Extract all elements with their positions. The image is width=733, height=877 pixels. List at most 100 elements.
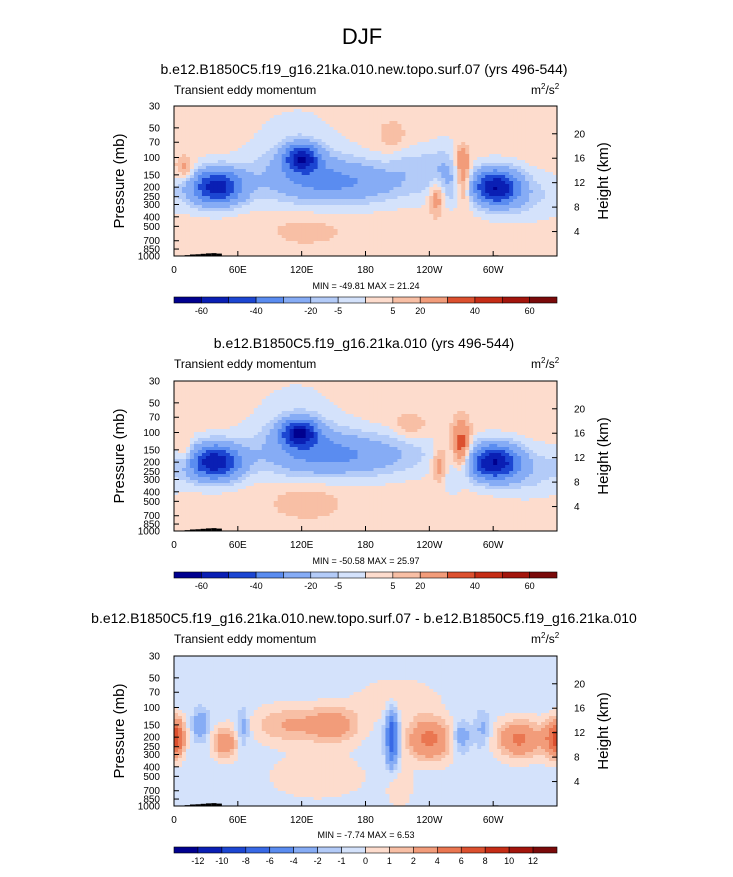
field-cell [326, 205, 330, 208]
field-cell [521, 133, 525, 136]
field-cell [437, 202, 441, 205]
field-cell [218, 238, 222, 241]
field-cell [545, 190, 549, 193]
field-cell [278, 229, 282, 232]
field-cell [385, 154, 389, 157]
field-cell [373, 184, 377, 187]
field-cell [413, 217, 417, 220]
field-cell [525, 196, 529, 199]
field-cell [350, 169, 354, 172]
field-cell [238, 235, 242, 238]
field-cell [194, 202, 198, 205]
field-cell [385, 160, 389, 163]
field-cell [513, 199, 517, 202]
field-cell [322, 148, 326, 151]
field-cell [358, 118, 362, 121]
field-cell [286, 145, 290, 148]
field-cell [238, 241, 242, 244]
field-cell [206, 381, 210, 384]
field-cell [354, 247, 358, 250]
field-cell [497, 160, 501, 163]
field-cell [429, 247, 433, 250]
field-cell [346, 157, 350, 160]
field-cell [318, 223, 322, 226]
field-cell [489, 121, 493, 124]
field-cell [521, 139, 525, 142]
field-cell [445, 130, 449, 133]
field-cell [457, 205, 461, 208]
field-cell [366, 190, 370, 193]
field-cell [358, 229, 362, 232]
field-cell [405, 184, 409, 187]
field-cell [330, 202, 334, 205]
field-cell [493, 217, 497, 220]
field-cell [449, 172, 453, 175]
field-cell [262, 223, 266, 226]
field-cell [318, 148, 322, 151]
field-cell [541, 247, 545, 250]
field-cell [521, 223, 525, 226]
field-cell [222, 202, 226, 205]
field-cell [218, 247, 222, 250]
field-cell [461, 163, 465, 166]
field-cell [358, 175, 362, 178]
field-cell [453, 208, 457, 211]
field-cell [529, 229, 533, 232]
field-cell [417, 127, 421, 130]
field-cell [222, 381, 226, 384]
field-cell [310, 124, 314, 127]
field-cell [373, 178, 377, 181]
field-cell [362, 226, 366, 229]
field-cell [354, 115, 358, 118]
field-cell [338, 118, 342, 121]
field-cell [517, 208, 521, 211]
field-cell [521, 142, 525, 145]
field-cell [437, 136, 441, 139]
field-cell [198, 160, 202, 163]
field-cell [226, 181, 230, 184]
field-cell [342, 127, 346, 130]
field-cell [214, 205, 218, 208]
field-cell [214, 139, 218, 142]
field-cell [242, 217, 246, 220]
field-cell [389, 241, 393, 244]
field-cell [326, 169, 330, 172]
field-cell [497, 241, 501, 244]
field-cell [421, 244, 425, 247]
field-cell [413, 184, 417, 187]
field-cell [266, 232, 270, 235]
field-cell [190, 109, 194, 112]
field-cell [198, 145, 202, 148]
field-cell [425, 151, 429, 154]
field-cell [318, 124, 322, 127]
field-cell [282, 136, 286, 139]
field-cell [529, 160, 533, 163]
field-cell [318, 115, 322, 118]
field-cell [501, 127, 505, 130]
field-cell [425, 181, 429, 184]
field-cell [525, 381, 529, 384]
field-cell [401, 163, 405, 166]
field-cell [517, 184, 521, 187]
field-cell [266, 187, 270, 190]
field-cell [441, 136, 445, 139]
field-cell [206, 124, 210, 127]
field-cell [322, 247, 326, 250]
field-cell [409, 232, 413, 235]
field-cell [182, 169, 186, 172]
field-cell [210, 232, 214, 235]
field-cell [190, 160, 194, 163]
field-cell [385, 136, 389, 139]
field-cell [286, 229, 290, 232]
field-cell [274, 381, 278, 384]
field-cell [441, 226, 445, 229]
field-cell [266, 163, 270, 166]
field-cell [242, 232, 246, 235]
field-cell [537, 133, 541, 136]
field-cell [381, 232, 385, 235]
field-cell [190, 193, 194, 196]
field-cell [497, 238, 501, 241]
field-cell [238, 178, 242, 181]
field-cell [342, 214, 346, 217]
field-cell [326, 136, 330, 139]
